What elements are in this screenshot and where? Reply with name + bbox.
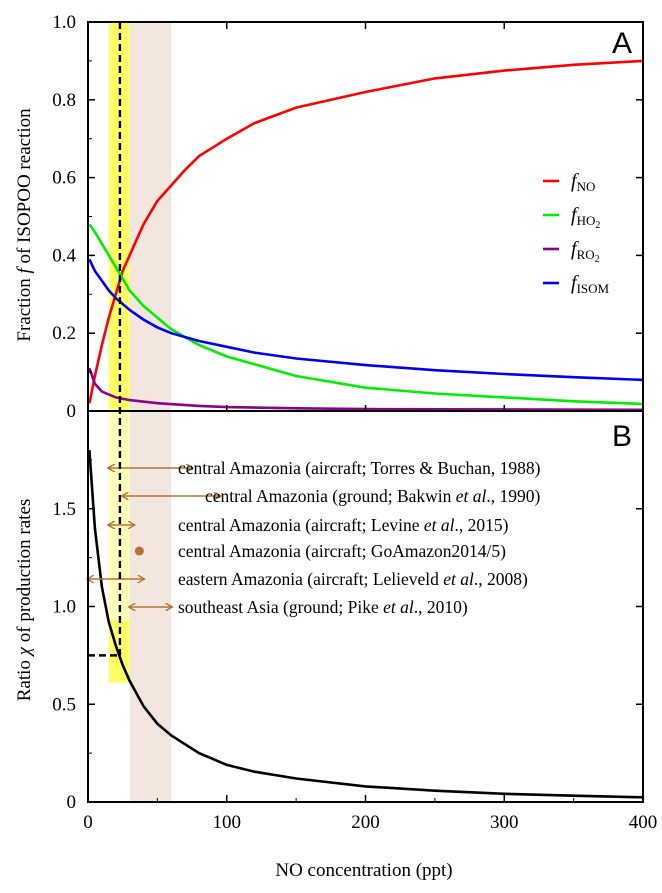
legend-label-isom: fISOM (571, 272, 610, 296)
panel-a-ytick-label: 0.4 (52, 245, 76, 266)
x-tick-label: 200 (351, 812, 380, 833)
panel-b-ytick-label: 0.5 (52, 694, 76, 715)
annotation-label: southeast Asia (ground; Pike et al., 201… (178, 597, 468, 617)
axes-frame: 0 0.2 0.4 0.6 0.8 1.0 0 0.5 1.0 1.5 0 100 200 300 400 (52, 12, 657, 833)
panel-a-ytick-label: 0.6 (52, 168, 76, 189)
legend: fNO fHO2 fRO2 fISOM (543, 170, 610, 296)
x-tick-label: 100 (213, 812, 242, 833)
annotation-label: eastern Amazonia (aircraft; Lelieveld et… (178, 569, 528, 589)
legend-label-ro2: fRO2 (571, 238, 600, 265)
panel-b-ylabel: Ratio χ of production rates (14, 499, 35, 702)
series-line-isom (88, 258, 644, 382)
annotations: central Amazonia (aircraft; Torres & Buc… (88, 458, 541, 617)
x-tick-label: 400 (629, 812, 658, 833)
legend-label-no: fNO (571, 170, 595, 194)
x-tick-label: 300 (490, 812, 519, 833)
panel-a-ytick-label: 1.0 (52, 12, 76, 33)
panel-b-ytick-label: 0 (67, 792, 77, 813)
panel-b-ytick-label: 1.0 (52, 597, 76, 618)
panel-a-ytick-label: 0 (67, 401, 77, 422)
annotation-label: central Amazonia (aircraft; GoAmazon2014… (178, 541, 506, 561)
yellow-band-panel-a (108, 22, 130, 411)
annotation-label: central Amazonia (ground; Bakwin et al.,… (205, 486, 541, 506)
panel-a-ytick-label: 0.8 (52, 90, 76, 111)
panel-a-ytick-label: 0.2 (52, 323, 76, 344)
yellow-band-panel-b-upper (108, 411, 130, 621)
annotation-point-marker (134, 546, 144, 556)
series-line-no (88, 59, 644, 404)
panel-a-letter: A (612, 27, 632, 60)
panel-b: central Amazonia (aircraft; Torres & Buc… (88, 450, 644, 799)
x-axis-title: NO concentration (ppt) (275, 860, 452, 881)
x-tick-label: 0 (83, 812, 93, 833)
legend-label-ho2: fHO2 (571, 204, 600, 231)
annotation-label: central Amazonia (aircraft; Levine et al… (178, 515, 509, 535)
annotation-label: central Amazonia (aircraft; Torres & Buc… (178, 458, 541, 478)
panel-a-ylabel: Fraction f of ISOPOO reaction (14, 108, 35, 342)
panel-b-letter: B (612, 420, 632, 453)
panel-b-ytick-label: 1.5 (52, 499, 76, 520)
chi-curve (88, 450, 644, 799)
panel-a: fNO fHO2 fRO2 fISOM (88, 59, 644, 412)
series-line-ho2 (88, 223, 644, 406)
series-line-ro2 (88, 367, 644, 412)
